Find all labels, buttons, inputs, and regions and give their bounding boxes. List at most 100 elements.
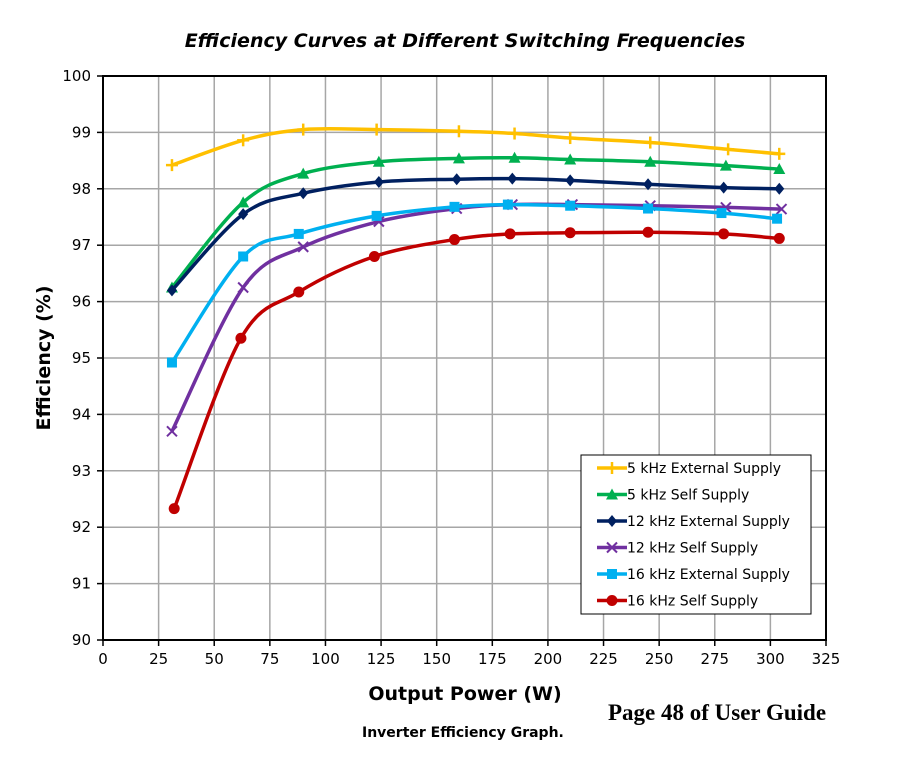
- series-4: [166, 199, 783, 368]
- y-tick-label: 99: [72, 123, 91, 141]
- data-point: [293, 228, 304, 239]
- data-point: [773, 232, 785, 244]
- data-point: [718, 228, 730, 240]
- legend-label: 16 kHz External Supply: [627, 567, 790, 583]
- data-point: [508, 151, 521, 163]
- legend-marker: [607, 569, 617, 579]
- legend-label: 16 kHz Self Supply: [627, 594, 758, 610]
- data-point: [237, 134, 250, 147]
- plot-frame: [102, 75, 827, 641]
- x-tick-label: 225: [589, 650, 618, 668]
- data-point: [297, 167, 310, 179]
- data-point: [166, 284, 177, 297]
- x-tick-label: 275: [700, 650, 729, 668]
- data-point: [772, 213, 783, 224]
- data-point: [297, 241, 309, 253]
- data-point: [565, 200, 576, 211]
- data-point: [166, 357, 177, 368]
- y-tick-label: 100: [62, 67, 91, 85]
- data-point: [237, 281, 249, 294]
- x-tick-label: 100: [311, 650, 340, 668]
- series-2: [166, 172, 785, 297]
- y-axis-ticks: 90 91 92 93 94 95 96 97 98 99 100: [62, 67, 103, 649]
- data-point: [371, 210, 382, 221]
- data-point: [502, 199, 513, 210]
- data-point: [372, 155, 385, 167]
- legend-marker: [606, 462, 618, 474]
- series-5: [168, 226, 785, 515]
- legend-entry: 5 kHz Self Supply: [597, 488, 749, 504]
- x-tick-label: 75: [260, 650, 279, 668]
- chart-title: Efficiency Curves at Different Switching…: [184, 30, 746, 52]
- figure-caption: Inverter Efficiency Graph.: [362, 725, 564, 741]
- data-point: [298, 187, 309, 200]
- x-tick-label: 250: [645, 650, 674, 668]
- data-point: [718, 181, 729, 194]
- x-axis-ticks: 0 25 50 75 100 125 150 175 200 225 250 275 300 325: [98, 640, 840, 668]
- data-point: [716, 208, 727, 219]
- series-line: [170, 155, 780, 289]
- data-point: [297, 123, 310, 136]
- x-tick-label: 25: [149, 650, 168, 668]
- legend-entry: 16 kHz External Supply: [597, 567, 790, 583]
- x-tick-label: 150: [422, 650, 451, 668]
- legend-label: 5 kHz External Supply: [627, 461, 781, 477]
- data-point: [564, 227, 576, 239]
- data-point: [642, 226, 654, 238]
- data-point: [643, 178, 654, 191]
- data-point: [165, 159, 178, 172]
- data-point: [452, 125, 465, 138]
- legend-entry: 12 kHz External Supply: [597, 514, 790, 530]
- data-point: [564, 132, 577, 145]
- data-point: [373, 176, 384, 189]
- data-point: [451, 173, 462, 186]
- x-tick-label: 325: [812, 650, 841, 668]
- x-tick-label: 125: [367, 650, 396, 668]
- y-tick-label: 93: [72, 462, 91, 480]
- data-point: [368, 250, 380, 262]
- data-point: [774, 182, 785, 195]
- x-axis-label: Output Power (W): [368, 683, 561, 705]
- y-tick-label: 96: [72, 293, 91, 311]
- data-point: [773, 147, 786, 160]
- data-point: [644, 136, 657, 149]
- x-tick-label: 175: [478, 650, 507, 668]
- series-line: [170, 202, 778, 364]
- x-tick-label: 200: [534, 650, 563, 668]
- data-point: [775, 203, 788, 215]
- data-point: [644, 155, 657, 167]
- legend-marker: [606, 488, 618, 500]
- y-axis-label: Efficiency (%): [33, 285, 55, 430]
- data-point: [293, 286, 305, 298]
- data-point: [643, 203, 654, 214]
- x-tick-label: 0: [98, 650, 108, 668]
- data-point: [168, 503, 180, 515]
- series-line: [170, 176, 780, 292]
- legend-entry: 12 kHz Self Supply: [597, 541, 758, 557]
- legend-box: [580, 454, 812, 615]
- legend-label: 12 kHz Self Supply: [627, 541, 758, 557]
- data-point: [508, 127, 521, 140]
- legend-entry: 16 kHz Self Supply: [597, 594, 758, 610]
- legend-marker: [607, 515, 617, 527]
- series-line: [171, 126, 780, 167]
- y-tick-label: 92: [72, 518, 91, 536]
- x-tick-label: 300: [756, 650, 785, 668]
- data-point: [448, 234, 460, 246]
- data-point: [773, 163, 786, 175]
- x-tick-label: 50: [205, 650, 224, 668]
- y-tick-label: 97: [72, 236, 91, 254]
- legend: 5 kHz External Supply 5 kHz Self Supply 12…: [580, 454, 812, 615]
- y-tick-label: 95: [72, 349, 91, 367]
- data-point: [564, 153, 577, 165]
- data-point: [565, 174, 576, 187]
- data-point: [504, 228, 516, 240]
- data-point: [449, 201, 460, 212]
- data-point: [235, 332, 247, 344]
- data-point: [237, 196, 250, 208]
- y-tick-label: 90: [72, 631, 91, 649]
- legend-entry: 5 kHz External Supply: [597, 461, 781, 477]
- y-tick-label: 98: [72, 180, 91, 198]
- data-point: [166, 425, 178, 438]
